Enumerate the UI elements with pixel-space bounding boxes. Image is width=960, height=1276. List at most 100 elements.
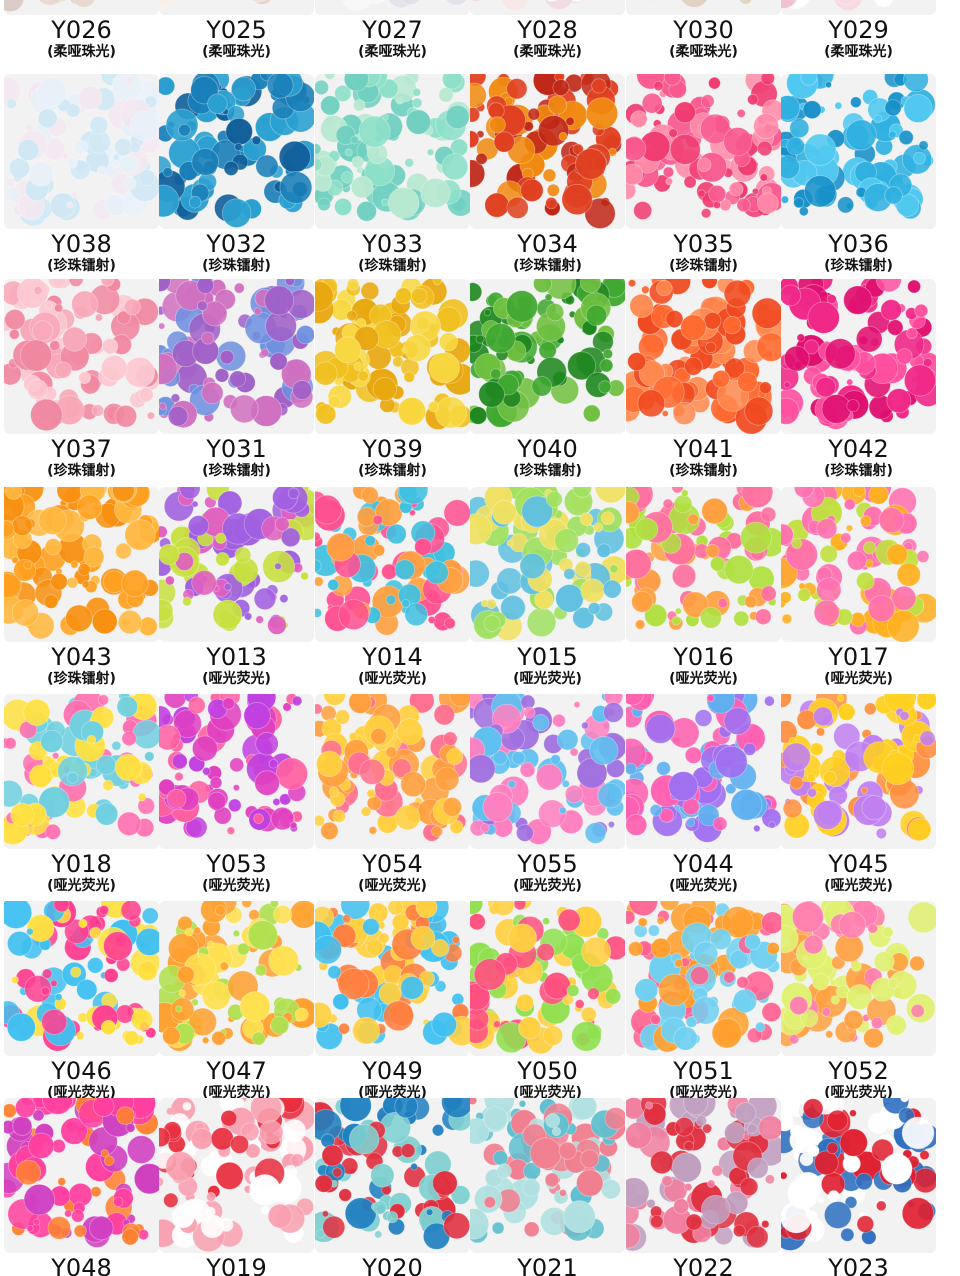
sequin xyxy=(783,345,810,372)
sequin xyxy=(701,497,728,525)
sequin xyxy=(356,200,377,222)
sequin xyxy=(381,563,398,580)
sequin xyxy=(395,804,421,831)
sequin xyxy=(491,500,517,525)
product-code: Y023 xyxy=(827,1254,888,1276)
sequin xyxy=(589,735,619,766)
sequin xyxy=(551,1126,562,1137)
sequin xyxy=(631,590,654,613)
sequin xyxy=(315,403,337,425)
sequin xyxy=(116,811,142,836)
sequin xyxy=(821,1007,832,1017)
sequin xyxy=(260,1205,270,1215)
sequin xyxy=(891,585,917,611)
product-code: Y028 xyxy=(516,16,577,44)
product-note: (珍珠镭射) xyxy=(47,670,116,687)
sequin xyxy=(729,949,749,970)
sequin xyxy=(446,748,464,766)
sequin xyxy=(575,148,607,180)
sequin xyxy=(913,151,926,165)
sequin xyxy=(259,1120,284,1145)
sequin xyxy=(334,709,351,725)
sequin xyxy=(425,1208,434,1216)
sequin xyxy=(594,487,625,504)
sequin xyxy=(427,401,439,413)
sequin xyxy=(326,532,356,562)
sequin xyxy=(470,513,493,546)
sequin xyxy=(744,396,774,426)
sequin xyxy=(266,74,294,99)
sequin xyxy=(171,1205,195,1229)
sequin xyxy=(11,599,40,627)
sequin xyxy=(269,901,279,908)
sequin xyxy=(641,285,650,295)
sequin xyxy=(507,923,538,953)
sequin xyxy=(237,942,250,956)
sequin xyxy=(126,1135,156,1164)
sequin xyxy=(332,993,350,1011)
sequin xyxy=(100,1019,116,1036)
sequin xyxy=(315,143,322,155)
sequin xyxy=(506,539,514,547)
product-image xyxy=(315,74,470,229)
sequin xyxy=(300,571,309,581)
sequin xyxy=(815,727,826,737)
sequin xyxy=(483,1196,497,1209)
sequin xyxy=(756,332,781,362)
sequin xyxy=(537,115,570,147)
sequin xyxy=(899,710,910,721)
sequin xyxy=(669,133,701,165)
sequin xyxy=(176,965,195,984)
product-code: Y017 xyxy=(827,643,888,671)
sequin xyxy=(387,187,420,219)
sequin xyxy=(674,1117,695,1137)
sequin xyxy=(159,1127,171,1148)
sequin xyxy=(66,201,74,209)
sequin xyxy=(103,931,133,961)
sequin xyxy=(715,745,748,779)
sequin xyxy=(45,823,61,840)
product-note: (珍珠镭射) xyxy=(358,462,427,479)
sequin xyxy=(42,1098,74,1115)
sequin xyxy=(672,401,697,426)
sequin xyxy=(544,1172,560,1188)
sequin xyxy=(359,758,386,785)
sequin xyxy=(734,1102,757,1124)
sequin xyxy=(702,1123,713,1134)
sequin xyxy=(86,734,97,745)
sequin xyxy=(68,279,84,287)
sequin xyxy=(223,160,239,176)
sequin xyxy=(315,361,338,386)
product-note: (哑光荧光) xyxy=(513,670,582,687)
sequin xyxy=(783,381,791,389)
sequin xyxy=(649,804,663,817)
sequin xyxy=(320,95,341,116)
product-code: Y049 xyxy=(361,1057,422,1085)
sequin xyxy=(658,973,691,1007)
sequin xyxy=(50,572,68,591)
sequin xyxy=(723,971,736,984)
sequin xyxy=(668,128,678,138)
sequin xyxy=(404,602,428,627)
sequin xyxy=(543,972,571,1000)
sequin xyxy=(538,799,567,828)
sequin xyxy=(789,1124,804,1139)
sequin xyxy=(697,189,706,198)
sequin xyxy=(547,95,568,115)
sequin xyxy=(630,110,648,128)
sequin xyxy=(796,333,806,342)
sequin xyxy=(837,703,856,721)
sequin xyxy=(626,910,636,925)
sequin xyxy=(483,308,492,317)
sequin xyxy=(17,139,40,161)
sequin xyxy=(574,999,585,1009)
product-image xyxy=(315,1098,470,1253)
sequin xyxy=(730,788,763,821)
sequin xyxy=(634,619,646,630)
sequin xyxy=(659,901,680,911)
sequin xyxy=(812,800,843,830)
sequin xyxy=(564,784,584,804)
sequin xyxy=(232,784,240,792)
sequin xyxy=(77,563,91,577)
sequin xyxy=(71,290,99,318)
